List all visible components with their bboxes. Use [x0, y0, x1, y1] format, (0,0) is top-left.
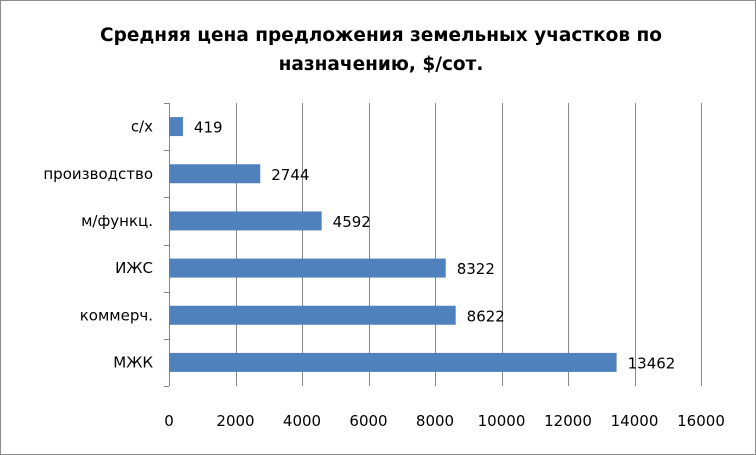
- data-label: 4592: [333, 213, 371, 231]
- category-label: ИЖС: [115, 259, 153, 277]
- bar: [169, 117, 183, 137]
- data-label: 13462: [628, 354, 676, 372]
- x-tick-label: 10000: [478, 412, 526, 430]
- data-label: 8622: [467, 307, 505, 325]
- category-label: м/функц.: [81, 212, 153, 230]
- bar: [169, 352, 617, 372]
- chart-title: Средняя цена предложения земельных участ…: [61, 21, 701, 79]
- x-tick-label: 2000: [216, 412, 254, 430]
- category-label: МЖК: [113, 353, 153, 371]
- chart-title-line-1: Средняя цена предложения земельных участ…: [100, 25, 662, 46]
- bar: [169, 305, 456, 325]
- data-label: 2744: [271, 166, 309, 184]
- x-tick-label: 16000: [677, 412, 725, 430]
- x-tick-label: 12000: [544, 412, 592, 430]
- category-label: производство: [43, 165, 153, 183]
- category-label: коммерч.: [80, 306, 153, 324]
- x-tick-label: 6000: [349, 412, 387, 430]
- bar: [169, 164, 261, 184]
- category-label: с/х: [131, 118, 153, 136]
- x-tick-label: 8000: [416, 412, 454, 430]
- x-tick-label: 14000: [611, 412, 659, 430]
- chart-title-line-2: назначению, $/сот.: [278, 54, 484, 75]
- data-label: 419: [194, 119, 223, 137]
- bar: [169, 211, 322, 231]
- data-label: 8322: [457, 260, 495, 278]
- x-tick-label: 4000: [283, 412, 321, 430]
- x-tick-label: 0: [164, 412, 174, 430]
- bar: [169, 258, 446, 278]
